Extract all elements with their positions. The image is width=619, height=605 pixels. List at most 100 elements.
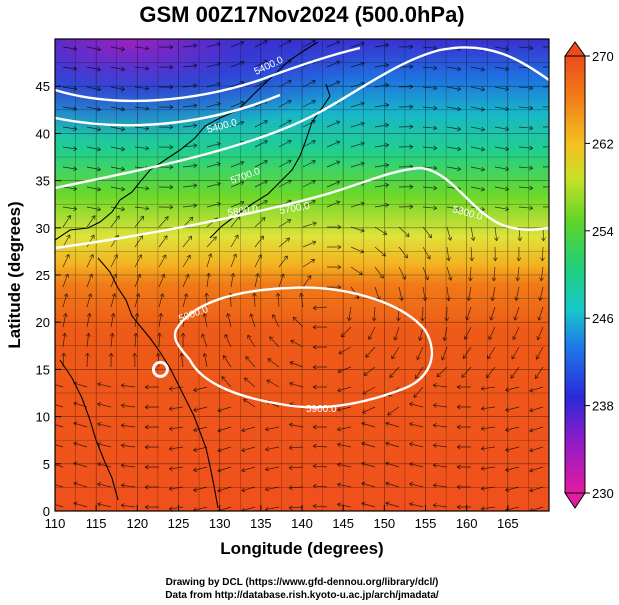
wind-streamline [134,293,141,308]
wind-streamline [466,286,472,301]
wind-streamline [182,83,198,89]
wind-streamline [542,166,549,168]
wind-streamline [289,422,304,428]
wind-streamline [158,204,174,210]
wind-streamline [374,102,390,108]
wind-streamline [254,120,268,128]
wind-streamline [182,183,198,189]
wind-streamline [254,273,260,288]
wind-streamline [486,366,496,379]
wind-streamline [217,466,232,473]
wind-streamline [422,85,438,91]
wind-streamline [409,422,424,428]
wind-streamline [350,201,365,208]
wind-streamline [518,45,534,51]
wind-streamline [62,254,70,268]
wind-streamline [365,346,376,358]
wind-streamline [144,404,160,410]
wind-streamline [361,481,376,488]
wind-streamline [62,166,78,171]
wind-streamline [62,332,67,348]
wind-streamline [206,253,213,268]
wind-streamline [168,406,184,411]
japan-coast [209,83,331,239]
wind-streamline [529,426,544,433]
wind-streamline [361,441,376,448]
wind-streamline [73,461,88,468]
wind-streamline [62,273,70,288]
wind-streamline [518,85,534,91]
wind-streamline [110,146,125,152]
x-tick-label: 145 [332,516,354,531]
wind-streamline [362,406,376,414]
wind-streamline [391,346,400,360]
asia-coast [55,41,319,241]
wind-streamline [446,226,453,241]
wind-streamline [182,43,198,49]
wind-streamline [288,465,304,471]
wind-streamline [385,481,400,488]
wind-streamline [278,39,292,48]
wind-streamline [302,275,312,288]
wind-streamline [416,346,424,361]
wind-streamline [269,336,280,348]
wind-streamline [337,406,352,412]
wind-streamline [182,163,198,169]
wind-streamline [302,39,316,48]
wind-streamline [302,240,317,248]
wind-streamline [446,246,451,262]
wind-streamline [97,462,112,468]
wind-streamline [494,66,510,72]
wind-streamline [413,386,424,398]
x-axis-ticks: 110 115 120 125 130 135 140 145 150 155 160 165 [45,505,519,531]
wind-streamline [446,166,462,172]
x-tick-label: 120 [126,516,148,531]
wind-streamline [456,404,472,410]
y-axis-ticks: 0 5 10 15 20 25 30 35 40 45 [36,79,61,519]
wind-streamline [490,286,496,301]
wind-streamline [158,254,167,268]
wind-streamline [505,486,520,492]
contour-label: 5700.0 [279,201,311,217]
wind-streamline [515,266,521,282]
x-tick-label: 115 [86,516,107,531]
wind-streamline [446,206,462,212]
wind-streamline [374,226,388,235]
wind-streamline [350,81,365,88]
x-tick-label: 160 [456,516,478,531]
wind-streamline [374,122,390,128]
wind-streamline [326,200,341,208]
wind-streamline [326,284,342,290]
wind-streamline [110,206,125,212]
typhoon-position-marker [151,360,169,378]
wind-streamline [436,366,448,378]
wind-streamline [62,126,78,131]
wind-streamline [480,406,496,411]
wind-streamline [55,444,64,448]
wind-streamline [302,258,316,268]
wind-streamline [86,313,92,328]
x-tick-label: 135 [250,516,272,531]
wind-streamline [494,86,510,92]
wind-streamline [278,99,292,108]
x-tick-label: 140 [291,516,313,531]
wind-streamline [350,41,365,48]
wind-streamline [441,346,448,361]
wind-streamline [446,66,462,72]
wind-streamline [312,305,328,311]
wind-streamline [134,205,150,211]
wind-streamline [241,506,256,511]
wind-streamline [97,422,112,428]
wind-streamline [110,166,125,172]
wind-streamline [108,352,114,368]
wind-streamline [494,106,510,112]
wind-streamline [110,293,117,308]
wind-streamline [158,104,174,110]
wind-streamline [278,237,291,248]
wind-streamline [491,266,497,282]
wind-streamline [387,406,400,416]
wind-streamline [432,463,448,468]
wind-streamline [518,205,534,211]
wind-streamline [179,352,185,368]
wind-streamline [422,145,438,151]
